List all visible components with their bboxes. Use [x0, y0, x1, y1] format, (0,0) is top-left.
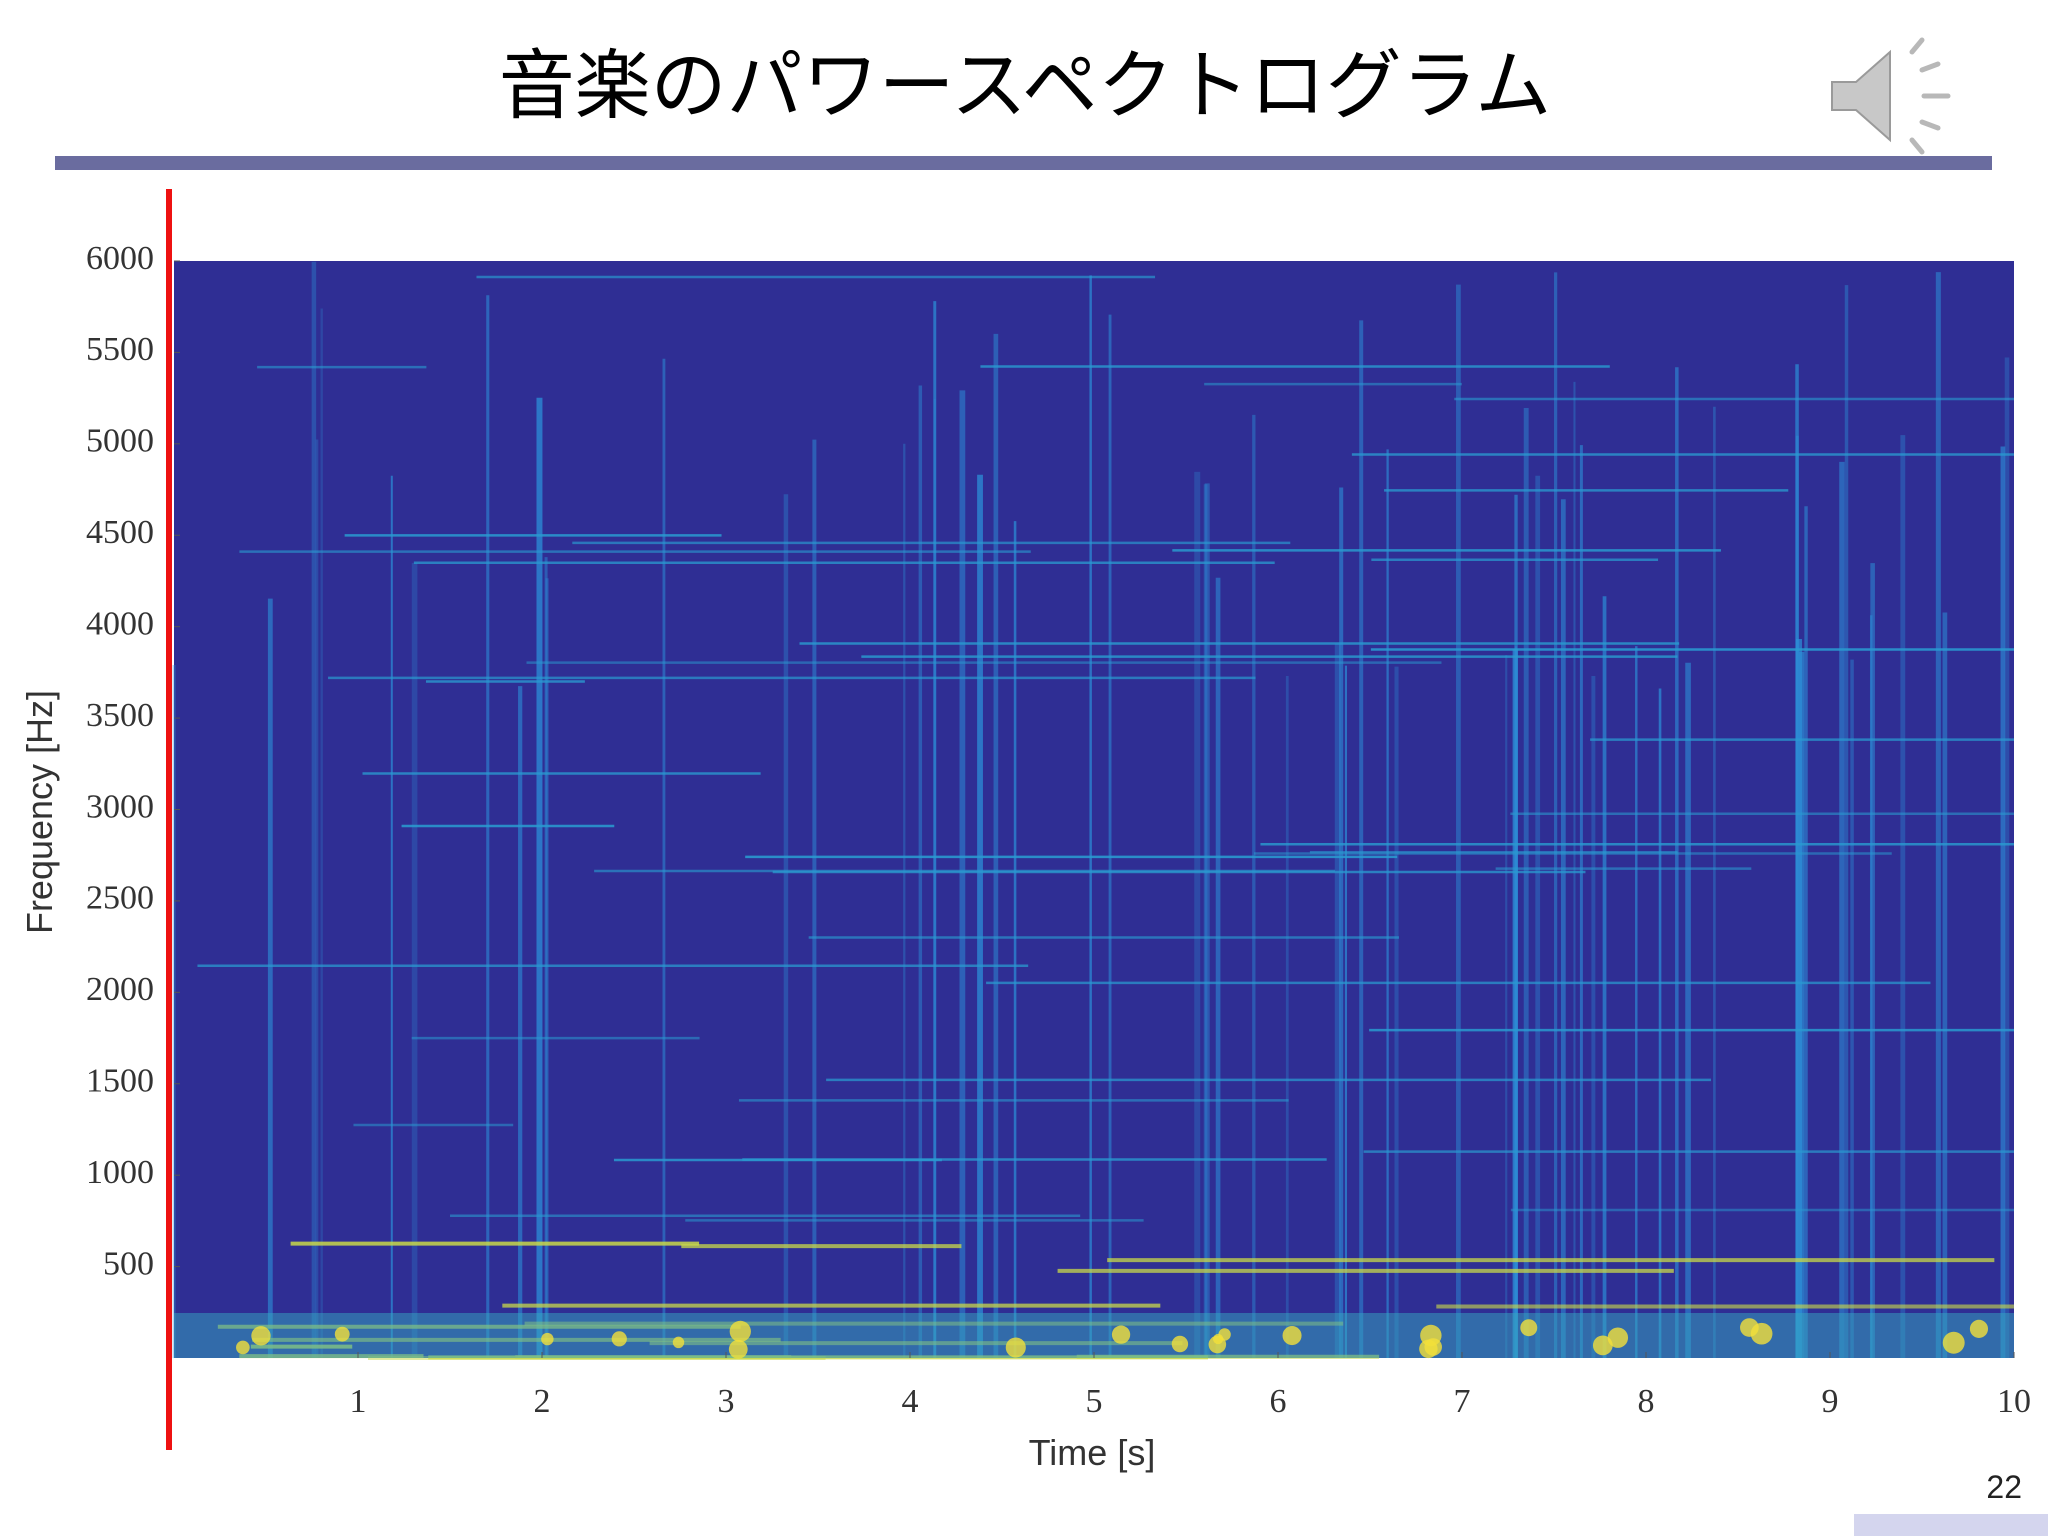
texture-onset: [236, 1340, 250, 1355]
y-tick-label: 4500: [86, 514, 154, 551]
y-tick-label: 6000: [86, 240, 154, 277]
x-axis-label: Time [s]: [1029, 1432, 1156, 1473]
corner-box: [1854, 1514, 2048, 1536]
y-axis-label: Frequency [Hz]: [19, 690, 60, 934]
y-tick-label: 2000: [86, 971, 154, 1008]
texture-onset: [729, 1320, 751, 1343]
texture-onset: [1005, 1337, 1026, 1358]
texture-onset: [541, 1332, 554, 1346]
title-rule: [55, 156, 1992, 170]
plot-area: [174, 261, 2014, 1358]
y-tick-label: 5500: [86, 331, 154, 368]
y-tick-label: 500: [103, 1245, 154, 1282]
texture-onset: [1111, 1325, 1131, 1344]
texture-onset: [1942, 1331, 1965, 1354]
y-tick-label: 4000: [86, 605, 154, 642]
texture-onset: [611, 1331, 627, 1347]
texture-onset: [1969, 1319, 1989, 1338]
page-number: 22: [1986, 1469, 2022, 1505]
speaker-icon[interactable]: [1831, 37, 1951, 155]
texture-onset: [1218, 1328, 1231, 1341]
texture-onset: [1171, 1335, 1189, 1353]
y-tick-label: 3500: [86, 697, 154, 734]
y-tick-label: 1000: [86, 1154, 154, 1191]
y-tick-label: 1500: [86, 1063, 154, 1100]
texture-onset: [1607, 1327, 1629, 1348]
texture-onset: [1419, 1339, 1438, 1359]
x-tick-label: 8: [1638, 1383, 1655, 1420]
texture-onset: [251, 1326, 271, 1346]
texture-onset: [1592, 1335, 1613, 1356]
x-tick-label: 7: [1454, 1383, 1471, 1420]
texture-onset: [334, 1326, 350, 1342]
texture-onset: [728, 1339, 748, 1359]
spectrogram-texture: [172, 261, 2014, 1360]
x-tick-label: 6: [1270, 1383, 1287, 1420]
x-tick-label: 9: [1822, 1383, 1839, 1420]
x-tick-label: 3: [718, 1383, 735, 1420]
x-tick-label: 5: [1086, 1383, 1103, 1420]
y-tick-label: 5000: [86, 423, 154, 460]
y-tick-label: 2500: [86, 880, 154, 917]
y-tick-label: 3000: [86, 788, 154, 825]
texture-low-band: [174, 1313, 2014, 1358]
plot: [172, 261, 2014, 1360]
texture-onset: [1750, 1322, 1773, 1345]
x-tick-label: 2: [534, 1383, 551, 1420]
texture-onset: [672, 1336, 685, 1349]
x-tick-label: 4: [902, 1383, 919, 1420]
x-tick-label: 10: [1997, 1383, 2031, 1420]
texture-onset: [1520, 1319, 1538, 1337]
texture-onset: [1282, 1326, 1302, 1346]
x-tick-label: 1: [350, 1383, 367, 1420]
slide-title: 音楽のパワースペクトログラム: [499, 41, 1552, 130]
